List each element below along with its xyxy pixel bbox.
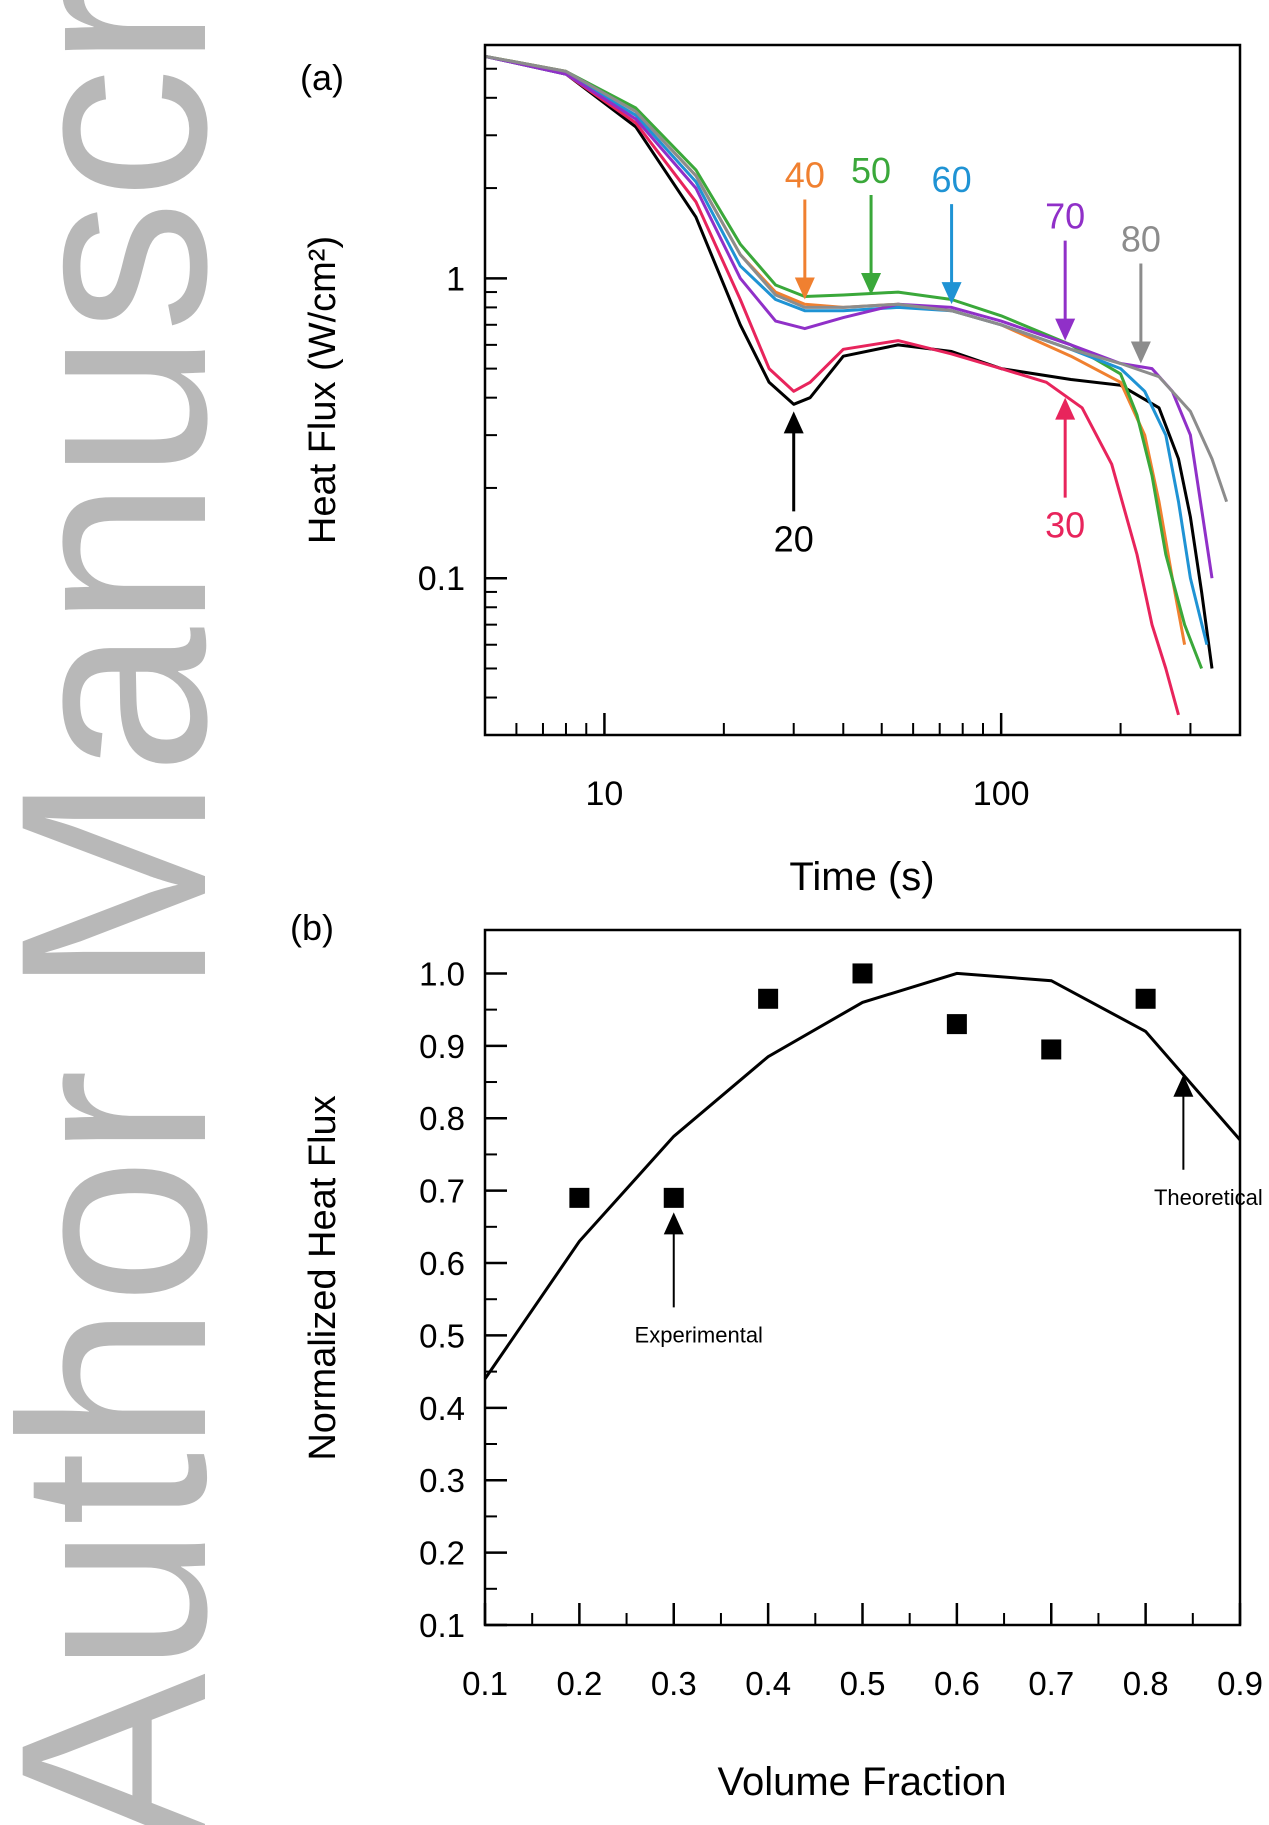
annotation-arrowhead-80 <box>1130 341 1151 364</box>
series-line-20-percent <box>485 54 1214 669</box>
annotation-label-experimental: Experimental <box>635 1322 763 1347</box>
panel-b-annotations: Experimental Theoretical <box>635 1074 1263 1347</box>
experimental-point <box>946 1014 967 1035</box>
panel-b-plot-frame <box>483 928 1242 1627</box>
y-tick-label: 0.6 <box>419 1245 465 1282</box>
annotation-arrowhead-40 <box>794 277 815 300</box>
x-tick-label: 100 <box>973 775 1030 813</box>
theoretical-line <box>483 971 1242 1380</box>
panel-b-x-axis-label: Volume Fraction <box>717 1760 1006 1804</box>
annotation-label-theoretical: Theoretical <box>1154 1185 1263 1210</box>
watermark-text: Author Manuscript <box>0 0 240 1825</box>
experimental-point <box>569 1187 590 1208</box>
annotation-arrowhead-30 <box>1055 397 1076 420</box>
experimental-point <box>663 1187 684 1208</box>
x-tick-label: 0.8 <box>1123 1665 1169 1702</box>
annotation-label-70: 70 <box>1045 196 1085 237</box>
panel-a-label: (a) <box>300 57 344 98</box>
x-tick-label: 0.7 <box>1028 1665 1074 1702</box>
y-tick-label: 0.1 <box>418 560 465 598</box>
y-tick-label: 0.2 <box>419 1535 465 1572</box>
x-tick-label: 0.2 <box>556 1665 602 1702</box>
experimental-point <box>1041 1039 1062 1060</box>
annotation-arrowhead-60 <box>941 282 962 305</box>
annotation-label-60: 60 <box>932 159 972 200</box>
y-tick-label: 1 <box>446 260 465 298</box>
y-tick-label: 0.8 <box>419 1100 465 1137</box>
panel-a-heat-flux-vs-time: (a) 20 30 40 50 60 70 80 10 100 0.1 1 Time (s) He… <box>300 43 1242 899</box>
series-line-80-percent <box>485 54 1229 503</box>
x-tick-label: 0.6 <box>934 1665 980 1702</box>
y-tick-label: 0.3 <box>419 1462 465 1499</box>
panel-a-x-axis-label: Time (s) <box>789 855 934 899</box>
panel-b-label: (b) <box>290 907 334 948</box>
series-line-60-percent <box>485 54 1209 646</box>
annotation-arrowhead-50 <box>861 272 882 295</box>
panel-b-series <box>483 963 1242 1380</box>
series-line-50-percent <box>485 54 1203 670</box>
y-tick-label: 0.7 <box>419 1173 465 1210</box>
panel-a-ticks: 10 100 0.1 1 <box>418 44 1241 813</box>
panel-b-y-axis-label: Normalized Heat Flux <box>302 1095 344 1460</box>
x-tick-label: 0.4 <box>745 1665 791 1702</box>
y-tick-label: 0.1 <box>419 1607 465 1644</box>
series-line-70-percent <box>485 54 1214 579</box>
x-tick-label: 0.1 <box>462 1665 508 1702</box>
series-line-30-percent <box>485 54 1180 716</box>
experimental-point <box>852 963 873 984</box>
annotation-label-30: 30 <box>1045 505 1085 546</box>
panel-b-normalized-heat-flux: (b) Experimental Theoretical 0.1 0.2 0.3 0.4… <box>290 907 1263 1804</box>
annotation-label-50: 50 <box>851 150 891 191</box>
y-tick-label: 1.0 <box>419 955 465 992</box>
experimental-point <box>1135 988 1156 1009</box>
y-tick-label: 0.4 <box>419 1390 465 1427</box>
x-tick-label: 0.5 <box>840 1665 886 1702</box>
panel-a-series <box>485 54 1229 716</box>
x-tick-label: 10 <box>586 775 624 813</box>
panel-b-ticks: 0.1 0.2 0.3 0.4 0.5 0.6 0.7 0.8 0.9 0.1 0.2 0.3 0.4 0… <box>419 955 1263 1702</box>
annotation-label-80: 80 <box>1121 219 1161 260</box>
annotation-arrowhead-70 <box>1055 318 1076 341</box>
author-manuscript-watermark: Author Manuscript <box>0 0 240 1825</box>
x-tick-label: 0.3 <box>651 1665 697 1702</box>
experimental-point <box>758 988 779 1009</box>
annotation-arrowhead-20 <box>783 411 804 434</box>
annotation-label-20: 20 <box>774 518 814 559</box>
panel-a-plot-frame <box>483 43 1242 737</box>
panel-a-annotations: 20 30 40 50 60 70 80 <box>774 150 1161 559</box>
annotation-arrowhead <box>1173 1074 1194 1097</box>
y-tick-label: 0.9 <box>419 1028 465 1065</box>
y-tick-label: 0.5 <box>419 1317 465 1354</box>
x-tick-label: 0.9 <box>1217 1665 1263 1702</box>
annotation-arrowhead <box>663 1212 684 1235</box>
annotation-label-40: 40 <box>785 155 825 196</box>
panel-a-y-axis-label: Heat Flux (W/cm²) <box>302 236 344 544</box>
